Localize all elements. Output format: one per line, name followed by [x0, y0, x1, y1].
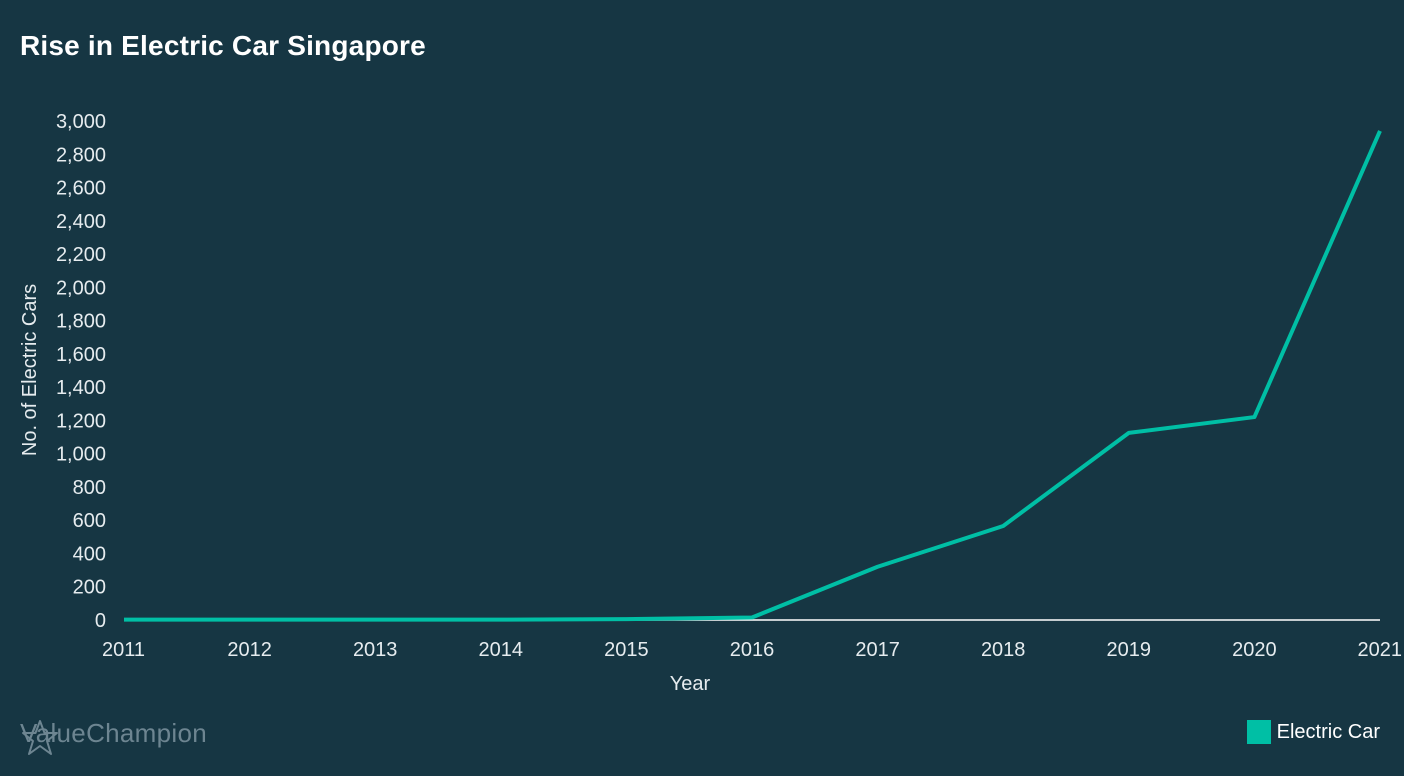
- y-axis-ticks: 0 200 400 600 800 1,000 1,200 1,400 1,600 1,800 2,…: [56, 111, 106, 632]
- x-tick-label: 2016: [730, 639, 775, 661]
- x-tick-label: 2013: [353, 639, 398, 661]
- x-axis-title: Year: [670, 673, 711, 695]
- x-tick-label: 2017: [855, 639, 900, 661]
- y-tick-label: 1,400: [56, 377, 106, 399]
- y-tick-label: 3,000: [56, 111, 106, 133]
- y-tick-label: 1,600: [56, 344, 106, 366]
- x-tick-label: 2018: [981, 639, 1026, 661]
- legend: Electric Car: [1246, 720, 1380, 744]
- y-tick-label: 2,000: [56, 277, 106, 299]
- y-tick-label: 2,400: [56, 211, 106, 233]
- x-axis-ticks: 2011 2012 2013 2014 2015 2016 2017 2018 2019 2020…: [102, 639, 1402, 661]
- x-tick-label: 2015: [604, 639, 649, 661]
- legend-swatch: [1246, 720, 1271, 744]
- x-tick-label: 2019: [1107, 639, 1152, 661]
- y-tick-label: 0: [95, 610, 106, 632]
- x-tick-label: 2014: [479, 639, 524, 661]
- series-layer: [124, 130, 1382, 622]
- x-tick-label: 2011: [102, 639, 145, 661]
- y-tick-label: 2,800: [56, 144, 106, 166]
- y-tick-label: 1,000: [56, 444, 106, 466]
- chart-title: Rise in Electric Car Singapore: [20, 30, 426, 61]
- y-tick-label: 1,200: [56, 410, 106, 432]
- y-tick-label: 800: [73, 477, 106, 499]
- y-tick-label: 2,200: [56, 244, 106, 266]
- legend-label: Electric Car: [1276, 720, 1380, 743]
- y-tick-label: 400: [73, 543, 106, 565]
- x-tick-label: 2012: [227, 639, 272, 661]
- x-tick-label: 2020: [1232, 639, 1277, 661]
- y-tick-label: 600: [73, 510, 106, 532]
- brand-logo: ValueChampion: [20, 718, 207, 755]
- series-line-electric-car: [124, 130, 1382, 622]
- y-axis-title: No. of Electric Cars: [19, 284, 41, 456]
- y-tick-label: 2,600: [56, 178, 106, 200]
- y-tick-label: 1,800: [56, 311, 106, 333]
- star-icon: [22, 720, 58, 755]
- x-tick-label: 2021: [1358, 639, 1403, 661]
- y-tick-label: 200: [73, 577, 106, 599]
